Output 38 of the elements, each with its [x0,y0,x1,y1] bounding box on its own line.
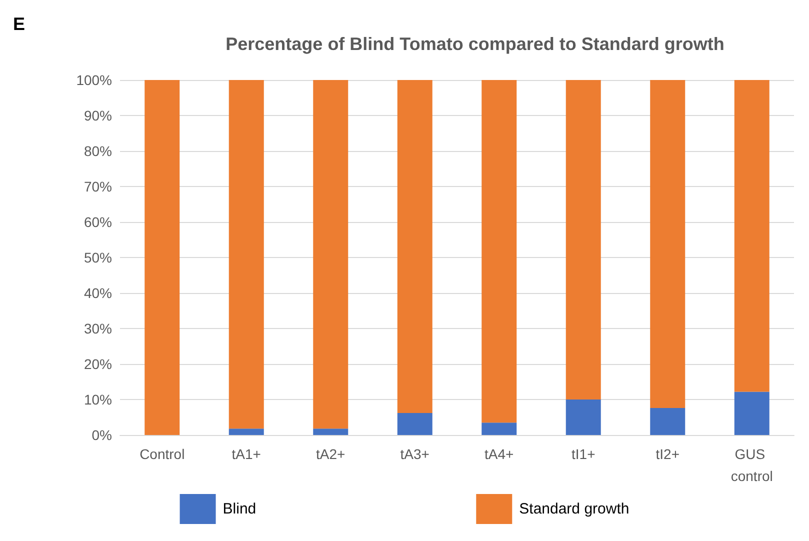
bar [734,80,770,392]
y-tick-label: 10% [84,392,112,408]
bar [482,422,517,435]
text: E [13,14,26,34]
legend-label: Blind [222,500,256,518]
bar [397,80,432,413]
y-tick-label: 60% [84,214,112,230]
bar [397,412,432,435]
x-tick-label: tA3+ [400,446,430,462]
x-tick-label: tA4+ [484,446,514,462]
x-tick-label: tA2+ [316,446,346,462]
bar [313,80,348,429]
y-tick-label: 20% [84,356,112,372]
y-tick-label: 80% [84,143,112,159]
y-tick-label: 0% [92,427,112,443]
bar [482,80,517,423]
chart-title: Percentage of Blind Tomato compared to Standard growth [226,34,724,54]
y-tick-label: 100% [76,72,112,88]
y-tick-label: 50% [84,250,112,266]
x-tick-label: tI1+ [572,446,596,462]
bar [650,408,686,435]
x-tick-label: tA1+ [232,446,261,462]
bar [566,400,601,435]
y-tick-label: 70% [84,178,112,194]
y-tick-label: 30% [84,320,112,336]
bar [650,80,686,408]
y-tick-label: 90% [84,108,112,124]
bar [228,428,264,435]
x-tick-label: Control [140,446,185,462]
legend-label: Standard growth [519,500,630,518]
bar [734,392,770,435]
x-tick-label: GUS control [730,446,773,484]
bar [313,428,348,435]
bar [228,80,264,429]
y-tick-label: 40% [84,285,112,301]
bar [566,80,601,400]
bar [144,80,180,435]
x-tick-label: tI2+ [656,446,680,462]
